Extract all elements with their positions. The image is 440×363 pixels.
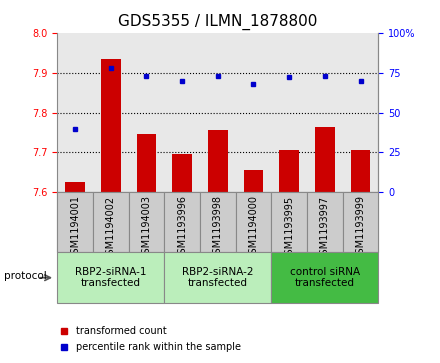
Bar [307, 192, 343, 252]
Text: GSM1193999: GSM1193999 [356, 195, 366, 260]
Bar [93, 192, 128, 252]
Text: GSM1194002: GSM1194002 [106, 195, 116, 261]
Bar [279, 150, 299, 192]
Text: GSM1194001: GSM1194001 [70, 195, 80, 260]
Bar [136, 134, 156, 192]
Text: GSM1193995: GSM1193995 [284, 195, 294, 261]
Bar [343, 192, 378, 252]
Bar [236, 192, 271, 252]
Text: RBP2-siRNA-2
transfected: RBP2-siRNA-2 transfected [182, 267, 253, 289]
Text: GSM1193996: GSM1193996 [177, 195, 187, 260]
Text: GSM1194003: GSM1194003 [141, 195, 151, 260]
Text: transformed count: transformed count [77, 326, 167, 336]
Text: GSM1194000: GSM1194000 [249, 195, 258, 260]
Text: GSM1193997: GSM1193997 [320, 195, 330, 261]
Bar [271, 252, 378, 303]
Bar [164, 192, 200, 252]
Text: control siRNA
transfected: control siRNA transfected [290, 267, 360, 289]
Title: GDS5355 / ILMN_1878800: GDS5355 / ILMN_1878800 [118, 14, 318, 30]
Bar [315, 126, 335, 192]
Text: GSM1193998: GSM1193998 [213, 195, 223, 260]
Bar [200, 192, 236, 252]
Text: protocol: protocol [4, 271, 47, 281]
Bar [57, 192, 93, 252]
Bar [65, 182, 85, 192]
Text: percentile rank within the sample: percentile rank within the sample [77, 342, 242, 352]
Bar [164, 252, 271, 303]
Bar [271, 192, 307, 252]
Bar [57, 252, 164, 303]
Bar [244, 170, 263, 192]
Bar [101, 58, 121, 192]
Bar [172, 154, 192, 192]
Bar [208, 130, 227, 192]
Bar [351, 150, 370, 192]
Bar [128, 192, 164, 252]
Text: RBP2-siRNA-1
transfected: RBP2-siRNA-1 transfected [75, 267, 147, 289]
